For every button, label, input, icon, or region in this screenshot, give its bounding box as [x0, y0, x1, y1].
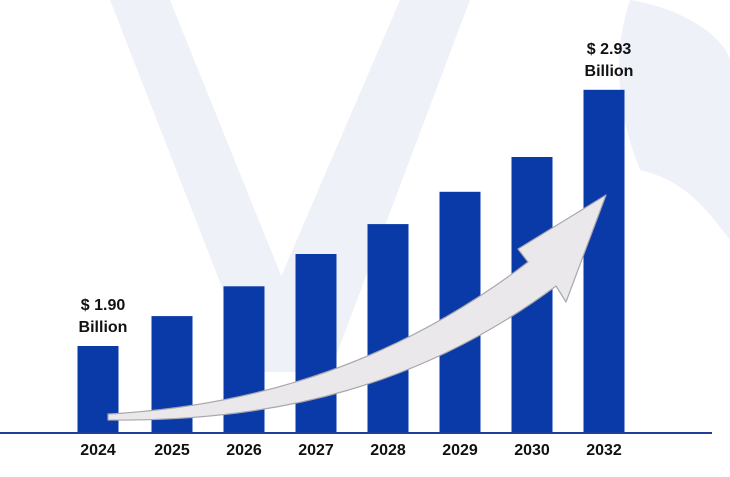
- annotation-unit: Billion: [585, 63, 634, 80]
- annotation-unit: Billion: [79, 319, 128, 336]
- bar-2028: [367, 224, 409, 433]
- annotation-value: $ 2.93: [587, 41, 632, 58]
- x-tick-label: 2029: [442, 442, 478, 459]
- growth-arrow-shape: [107, 194, 607, 421]
- bar-2027: [295, 254, 337, 433]
- bars-group: [77, 89, 625, 434]
- bar-2032: [583, 89, 625, 434]
- x-tick-label: 2025: [154, 442, 190, 459]
- x-tick-label: 2030: [514, 442, 550, 459]
- growth-arrow: [107, 194, 607, 421]
- annotation-value: $ 1.90: [81, 297, 126, 314]
- x-tick-label: 2028: [370, 442, 406, 459]
- x-tick-label: 2024: [80, 442, 116, 459]
- x-tick-label: 2026: [226, 442, 262, 459]
- x-tick-label: 2032: [586, 442, 622, 459]
- value-annotations: $ 1.90 Billion $ 2.93 Billion: [79, 41, 634, 336]
- x-tick-label: 2027: [298, 442, 334, 459]
- x-tick-labels: 2024 2025 2026 2027 2028 2029 2030 2032: [80, 442, 622, 459]
